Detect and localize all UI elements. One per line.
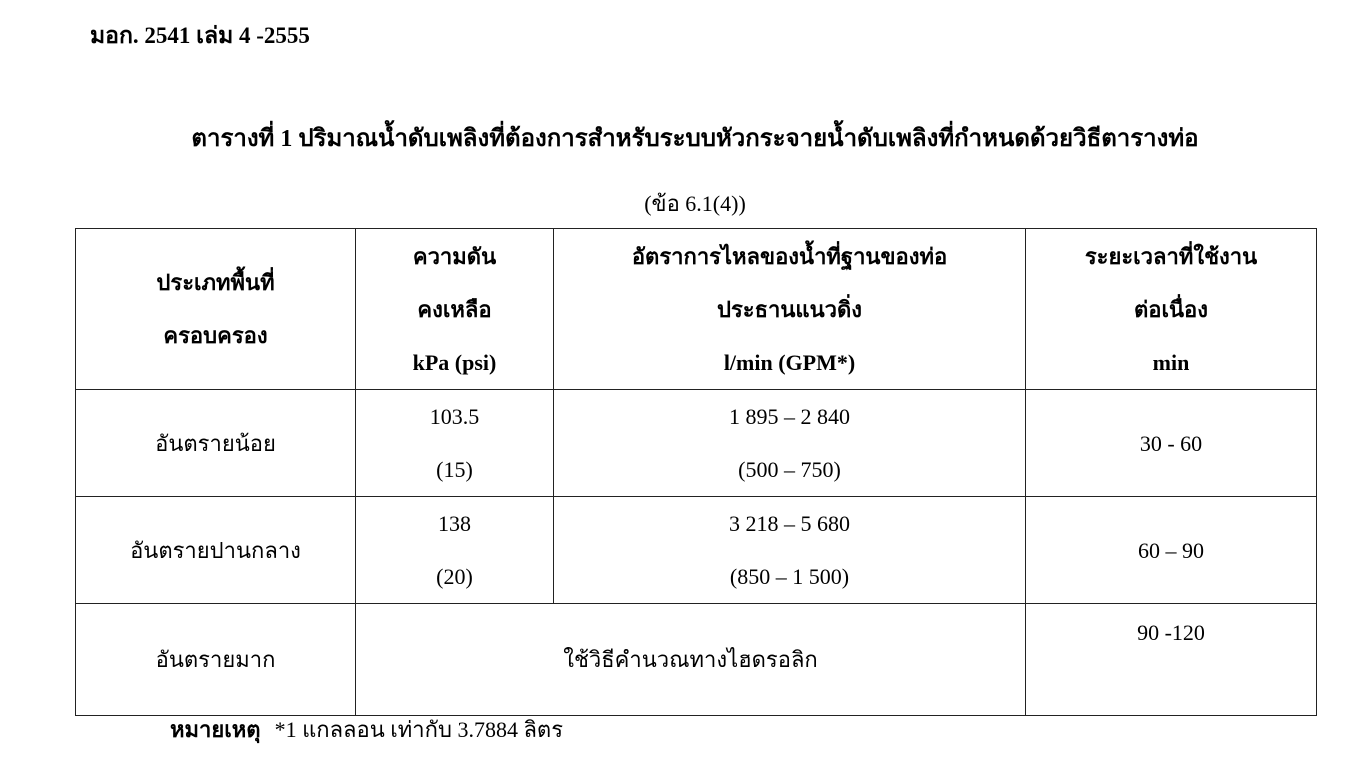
clause-reference: (ข้อ 6.1(4))	[644, 191, 746, 216]
occupancy-cell: อันตรายมาก	[75, 603, 356, 716]
footnote: หมายเหตุ *1 แกลลอน เท่ากับ 3.7884 ลิตร	[170, 712, 563, 747]
table-row: อันตรายมาก ใช้วิธีคำนวณทางไฮดรอลิก 90 -1…	[75, 603, 1317, 716]
occupancy-cell: อันตรายปานกลาง	[75, 496, 356, 604]
pressure-cell: 138 (20)	[355, 496, 554, 604]
header-row: ประเภทพื้นที่ ครอบครอง ความดัน คงเหลือ kPa …	[75, 228, 1317, 390]
footnote-label: หมายเหตุ	[170, 717, 261, 742]
table-row: อันตรายน้อย 103.5 (15) 1 895 – 2 840 (500 …	[75, 389, 1317, 497]
header-duration: ระยะเวลาที่ใช้งาน ต่อเนื่อง min	[1025, 228, 1317, 390]
duration-cell: 30 - 60	[1025, 389, 1317, 497]
header-occupancy: ประเภทพื้นที่ ครอบครอง	[75, 228, 356, 390]
hydraulic-calc-cell: ใช้วิธีคำนวณทางไฮดรอลิก	[355, 603, 1026, 716]
duration-cell: 60 – 90	[1025, 496, 1317, 604]
flow-cell: 3 218 – 5 680 (850 – 1 500)	[553, 496, 1026, 604]
occupancy-cell: อันตรายน้อย	[75, 389, 356, 497]
footnote-text: *1 แกลลอน เท่ากับ 3.7884 ลิตร	[274, 717, 564, 742]
flow-cell: 1 895 – 2 840 (500 – 750)	[553, 389, 1026, 497]
header-flow: อัตราการไหลของน้ำที่ฐานของท่อ ประธานแนวดิ…	[553, 228, 1026, 390]
document-id: มอก. 2541 เล่ม 4 -2555	[90, 23, 310, 48]
table-title: ตารางที่ 1 ปริมาณน้ำดับเพลิงที่ต้องการสำ…	[191, 126, 1199, 152]
water-demand-table: ประเภทพื้นที่ ครอบครอง ความดัน คงเหลือ kPa …	[75, 228, 1317, 716]
duration-cell: 90 -120	[1025, 603, 1317, 716]
pressure-cell: 103.5 (15)	[355, 389, 554, 497]
header-pressure: ความดัน คงเหลือ kPa (psi)	[355, 228, 554, 390]
table-row: อันตรายปานกลาง 138 (20) 3 218 – 5 680 (850…	[75, 496, 1317, 604]
